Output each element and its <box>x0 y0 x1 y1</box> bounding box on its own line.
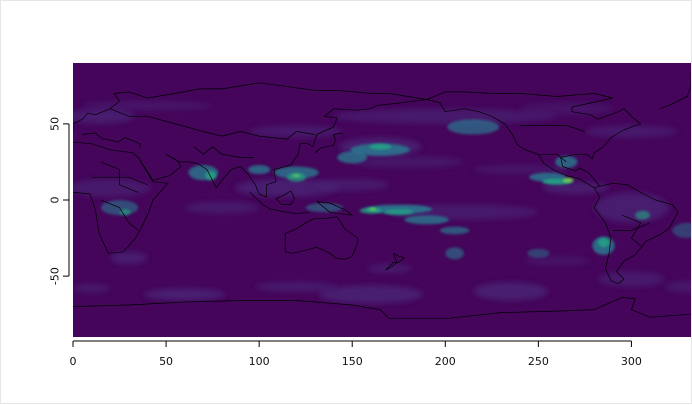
coastline <box>73 141 169 254</box>
rain-cell <box>562 177 574 183</box>
coastline <box>284 216 359 260</box>
rain-cell <box>527 248 550 258</box>
x-tick-label: 200 <box>435 355 456 368</box>
y-tick-label: 50 <box>49 117 62 131</box>
rain-cell <box>597 238 610 248</box>
coastline <box>316 201 353 216</box>
coastline <box>137 99 427 198</box>
rain-cell <box>247 164 271 175</box>
rain-cell <box>473 164 567 175</box>
rain-cell <box>73 283 111 293</box>
rain-cell <box>523 256 591 266</box>
rain-cell <box>82 101 213 111</box>
rain-cell <box>447 119 500 135</box>
coastline <box>621 214 642 246</box>
rain-cell <box>635 210 651 220</box>
rain-cell <box>205 171 217 181</box>
rain-cell <box>597 271 665 287</box>
coastline <box>100 199 139 231</box>
coastline <box>659 73 691 110</box>
rain-cell <box>143 288 226 301</box>
rain-cell <box>594 192 669 223</box>
coastline <box>110 108 316 140</box>
coastline <box>249 192 310 215</box>
rain-cell <box>234 178 340 197</box>
coastline <box>275 190 295 205</box>
rain-cell <box>184 201 260 214</box>
rain-cell <box>314 178 390 191</box>
rain-cell <box>368 143 392 150</box>
x-tick-label: 150 <box>342 355 363 368</box>
rain-cell <box>365 204 433 214</box>
rain-cell <box>473 282 548 301</box>
coastline <box>100 161 139 193</box>
rain-cell <box>119 209 131 216</box>
rain-cell <box>318 285 423 304</box>
coastline <box>73 82 427 133</box>
coastline <box>519 125 586 132</box>
rain-cell <box>383 209 414 216</box>
precipitation-raster <box>73 101 691 304</box>
rain-cell <box>368 207 377 211</box>
rain-cell <box>274 166 319 179</box>
coastline <box>193 146 254 158</box>
y-tick-label: 0 <box>49 197 62 204</box>
rain-cell <box>445 247 464 260</box>
rain-cell <box>672 222 691 239</box>
coastline <box>593 182 679 285</box>
x-tick-label: 100 <box>249 355 270 368</box>
rain-cell <box>367 263 412 274</box>
y-tick-label: -50 <box>49 267 62 285</box>
rain-cell <box>352 155 464 169</box>
coastlines <box>73 73 691 320</box>
rain-cell <box>110 251 148 264</box>
x-tick-label: 300 <box>621 355 642 368</box>
rain-cell <box>73 178 152 197</box>
rain-cell <box>542 181 610 194</box>
rain-cell <box>404 215 450 225</box>
coastline <box>538 153 567 163</box>
rain-cell <box>333 108 557 124</box>
coastline <box>314 132 343 154</box>
rain-cell <box>555 155 578 169</box>
rain-cell <box>255 282 338 292</box>
x-tick-label: 0 <box>70 355 77 368</box>
rain-cell <box>287 172 306 182</box>
rain-cell <box>584 125 678 138</box>
coastline <box>385 252 405 271</box>
coastline <box>612 222 651 231</box>
x-tick-label: 250 <box>528 355 549 368</box>
rain-cell <box>439 226 470 235</box>
rain-cell <box>292 174 301 178</box>
rain-cell <box>664 280 691 293</box>
coastline <box>73 297 691 320</box>
x-tick-label: 50 <box>159 355 173 368</box>
rain-cell <box>519 102 613 115</box>
rain-cell <box>337 151 368 164</box>
coastline <box>426 91 642 189</box>
coastline <box>82 132 141 149</box>
axes: 0 50 100 150 200 250 300 50 0 -50 <box>49 117 642 368</box>
